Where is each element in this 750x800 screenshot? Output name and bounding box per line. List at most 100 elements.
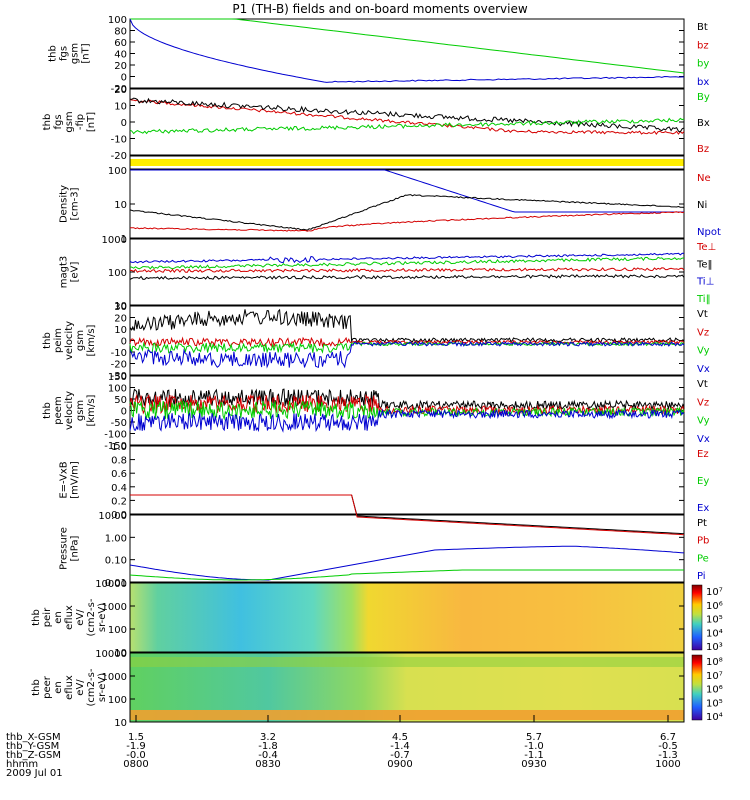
y-tick-label: -150: [104, 441, 127, 452]
panel-frame: [129, 514, 685, 583]
spectrogram-low-energy-band: [130, 710, 684, 720]
x-tick-label: 0930: [521, 759, 546, 770]
x-axis-row-label: hhmm: [6, 759, 38, 770]
x-tick-label: 0800: [123, 759, 148, 770]
y-axis-label: thb: [42, 332, 53, 349]
panel-temp: 1000 100 10 magt3 [eV] Te⊥ Te‖ Ti⊥ Ti‖: [59, 235, 717, 312]
x-tick-label: 4.5: [392, 732, 408, 743]
legend-Te‖: Te‖: [696, 259, 713, 270]
y-axis-label: E=-VxB: [59, 461, 70, 498]
legend-Vz: Vz: [697, 397, 709, 408]
legend-Ex: Ex: [697, 503, 709, 514]
panel-density: 100 10 1 Density [cm-3] Ne Ni Npot: [59, 166, 721, 245]
colorbar-spec_e: [691, 654, 703, 721]
y-tick-label: 100: [108, 625, 127, 636]
x-axis-row-label: thb_Z-GSM: [6, 750, 61, 761]
colorbar-label: 10⁸: [706, 657, 723, 668]
legend-Te⊥: Te⊥: [696, 242, 716, 253]
y-tick-label: 0.2: [111, 496, 127, 507]
panel-frame: [129, 305, 685, 376]
x-tick-label: 5.7: [526, 732, 542, 743]
y-tick-label: -30: [111, 371, 127, 382]
y-tick-label: 10: [114, 648, 127, 659]
series-pb: [130, 494, 685, 536]
series-npot: [130, 169, 684, 213]
series-pe: [129, 569, 684, 581]
y-tick-label: -10: [111, 348, 127, 359]
y-axis-label: [eV]: [70, 262, 81, 283]
series-pressure: [129, 494, 685, 581]
series-bx: [129, 18, 685, 83]
series-by: [129, 117, 685, 135]
y-tick-label: 150: [108, 372, 127, 383]
y-tick-label: -10: [111, 135, 127, 146]
series-vt: [129, 308, 685, 343]
legend-Pt: Pt: [697, 518, 707, 529]
y-tick-label: 10: [114, 301, 127, 312]
y-tick-label: 10: [114, 200, 127, 211]
y-tick-label: 0: [121, 73, 127, 84]
y-tick-label: -20: [111, 360, 127, 371]
panel-frame: [129, 582, 685, 653]
y-tick-label: -20: [111, 84, 127, 95]
y-axis-label: [km/s]: [86, 394, 97, 426]
y-tick-label: 10000: [95, 579, 127, 590]
panel-frame: [129, 445, 685, 515]
y-tick-label: 10: [114, 102, 127, 113]
legend-Ni: Ni: [697, 200, 707, 211]
y-tick-label: 100: [108, 268, 127, 279]
legend-Ne: Ne: [697, 173, 711, 184]
colorbar-label: 10⁷: [706, 671, 723, 682]
colorbar-label: 10⁴: [706, 712, 723, 723]
y-axis-label: sr-eV): [97, 673, 108, 702]
x-tick-label: -0.5: [658, 741, 678, 752]
colorbar-label: 10⁴: [706, 628, 723, 639]
x-tick-label: -1.1: [524, 750, 544, 761]
x-axis-row-label: thb_X-GSM: [6, 732, 61, 743]
y-tick-label: 0.6: [111, 469, 127, 480]
x-axis-row-label: thb_Y-GSM: [6, 741, 59, 752]
panel-efield: 1.0 0.8 0.6 0.4 0.2 0.0 E=-VxB [mV/m] Ez Ey Ex: [59, 442, 710, 521]
quality-flag-bar: [130, 159, 684, 166]
legend-Npot: Npot: [697, 227, 721, 238]
colorbar-label: 10⁶: [706, 601, 723, 612]
y-tick-label: 0.4: [111, 483, 127, 494]
panel-spec_e: 10⁸ 10⁷ 10⁶ 10⁵ 10⁴ 10000 1000 100 10 thb peer en ef…: [31, 649, 723, 729]
y-tick-label: 40: [114, 50, 127, 61]
y-axis-label: [cm-3]: [70, 187, 81, 220]
y-tick-label: 10: [114, 325, 127, 336]
y-tick-label: 100: [108, 15, 127, 26]
y-tick-label: 0.0: [111, 510, 127, 521]
panel-flag: [129, 155, 685, 170]
y-axis-label: [nT]: [81, 43, 92, 63]
series-vt: [129, 388, 685, 411]
y-tick-label: 1000: [102, 672, 127, 683]
y-axis-label: Pressure: [59, 527, 70, 570]
x-tick-label: -1.3: [658, 750, 678, 761]
legend-Vx: Vx: [697, 364, 710, 375]
x-tick-label: 0830: [255, 759, 280, 770]
y-axis-label: Density: [59, 185, 70, 223]
y-axis-label: en: [53, 611, 64, 624]
legend-bz: bz: [697, 40, 709, 51]
series-pi: [129, 545, 685, 581]
y-tick-label: 10: [114, 718, 127, 729]
y-axis-label: eV/: [75, 609, 86, 626]
y-axis-label: velocity: [64, 321, 75, 360]
x-tick-label: -0.0: [126, 750, 146, 761]
y-axis-label: fgs: [59, 46, 70, 61]
y-axis-label: eV/: [75, 679, 86, 696]
series-bt: [130, 18, 685, 74]
legend-bx: bx: [697, 77, 709, 88]
legend-By: By: [697, 92, 710, 103]
y-tick-label: 100: [108, 384, 127, 395]
legend-Ti⊥: Ti⊥: [696, 277, 714, 288]
y-tick-label: 1.00: [105, 533, 127, 544]
series-vx: [129, 340, 685, 369]
y-tick-label: 50: [114, 395, 127, 406]
y-axis-label: thb: [42, 402, 53, 419]
y-axis-label: thb: [48, 45, 59, 62]
y-tick-label: 0: [121, 118, 127, 129]
y-tick-label: 20: [114, 61, 127, 72]
